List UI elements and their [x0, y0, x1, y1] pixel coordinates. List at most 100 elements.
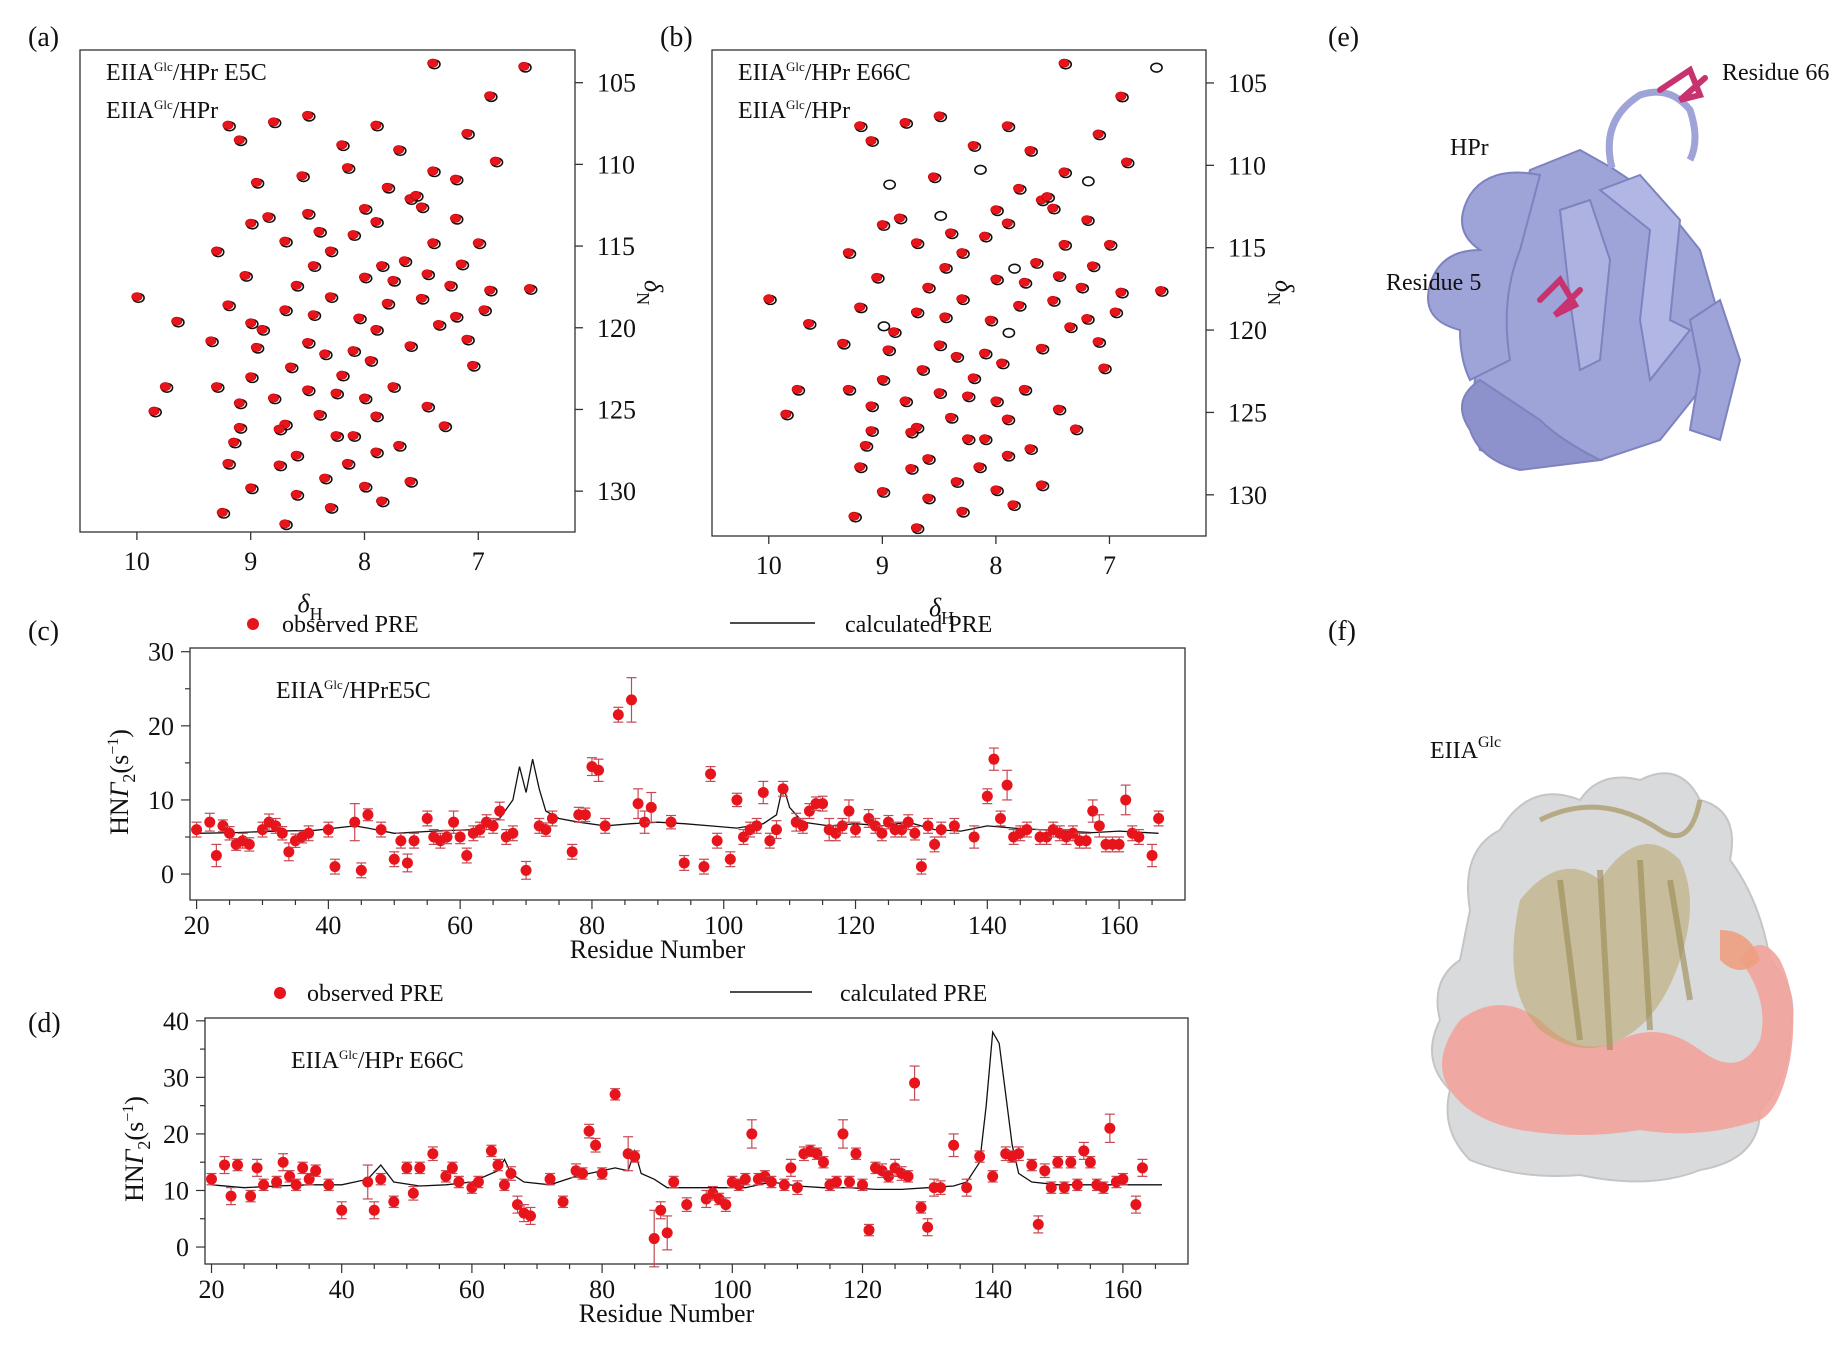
observed-pre-point — [310, 1165, 322, 1177]
peak-red — [967, 141, 979, 151]
peak-red — [222, 120, 234, 130]
peak-red — [1064, 322, 1076, 332]
observed-pre-point — [902, 816, 914, 828]
y-tick-label: 105 — [597, 69, 636, 98]
observed-pre-point — [1039, 1165, 1051, 1177]
peak-red — [347, 230, 359, 240]
peak-red — [404, 476, 416, 486]
observed-pre-point — [803, 805, 815, 817]
legend-base: EIIA — [738, 98, 787, 124]
peak-red — [148, 406, 160, 416]
peak-red — [1081, 314, 1093, 324]
observed-pre-point — [1087, 805, 1099, 817]
y-tick-label: 115 — [597, 232, 635, 261]
observed-pre-point — [270, 820, 282, 832]
observed-pre-point — [857, 1179, 869, 1191]
observed-pre-point — [770, 824, 782, 836]
observed-pre-point — [661, 1227, 673, 1239]
peak-red — [444, 280, 456, 290]
y-label-prefix: HN — [105, 797, 134, 835]
peak-red — [1013, 183, 1025, 193]
peak-red — [956, 506, 968, 516]
peak-red — [865, 401, 877, 411]
x-tick-label: 10 — [124, 547, 150, 576]
y-label-gamma: Γ — [120, 1148, 149, 1165]
y-axis-label-sub: N — [1264, 292, 1284, 305]
calculated-pre-line — [211, 1029, 1162, 1191]
peak-red — [854, 462, 866, 472]
peak-red — [1058, 58, 1070, 68]
peak-red — [302, 385, 314, 395]
peak-red — [990, 274, 1002, 284]
peak-red — [1109, 307, 1121, 317]
peak-red — [381, 182, 393, 192]
peak-red — [438, 421, 450, 431]
peak-red — [393, 440, 405, 450]
plot-annotation: EIIAGlc/HPrE5C — [276, 677, 431, 704]
peak-red — [944, 228, 956, 238]
observed-pre-point — [232, 1159, 244, 1171]
peak-red — [245, 318, 257, 328]
y-tick-label: 130 — [597, 477, 636, 506]
observed-pre-point — [902, 1170, 914, 1182]
observed-pre-point — [883, 1170, 895, 1182]
peak-red — [1115, 91, 1127, 101]
peak-red — [330, 431, 342, 441]
observed-pre-point — [520, 864, 532, 876]
peak-red — [330, 388, 342, 398]
peak-red — [205, 336, 217, 346]
observed-pre-point — [251, 1162, 263, 1174]
peak-red — [239, 270, 251, 280]
y-tick-label: 30 — [163, 1063, 189, 1092]
observed-pre-point — [243, 838, 255, 850]
annotation-base: EIIA — [276, 678, 325, 704]
observed-pre-point — [639, 816, 651, 828]
x-tick-label: 140 — [968, 911, 1007, 940]
observed-pre-point — [1104, 1122, 1116, 1134]
observed-pre-point — [720, 1199, 732, 1211]
observed-pre-point — [283, 846, 295, 858]
eiia-label-sup: Glc — [1478, 734, 1501, 751]
peak-red — [865, 426, 877, 436]
y-axis-label-main: δ — [1270, 280, 1299, 293]
annotation-base: EIIA — [291, 1048, 340, 1074]
peak-red — [222, 458, 234, 468]
y-axis-label: δN — [633, 280, 668, 305]
peak-red — [939, 262, 951, 272]
observed-pre-point — [757, 787, 769, 799]
observed-pre-point — [612, 709, 624, 721]
peak-red — [979, 231, 991, 241]
peak-red — [387, 275, 399, 285]
peak-red — [1035, 480, 1047, 490]
peak-red — [290, 450, 302, 460]
peak-red — [387, 382, 399, 392]
x-axis-label-main: δ — [929, 593, 942, 622]
peak-red — [518, 61, 530, 71]
peak-red — [421, 401, 433, 411]
y-tick-label: 120 — [597, 314, 636, 343]
eiia-label-base: EIIA — [1430, 738, 1479, 764]
pre-plot-c: 20 40 60 80 100 120 140 160 0 10 20 30 Residue Numbe… — [105, 612, 1186, 964]
observed-pre-point — [817, 798, 829, 810]
observed-pre-point — [830, 827, 842, 839]
peak-red — [905, 427, 917, 437]
observed-pre-point — [401, 1162, 413, 1174]
observed-pre-point — [678, 857, 690, 869]
peak-red — [233, 398, 245, 408]
peak-red — [1001, 121, 1013, 131]
y-tick-label: 125 — [597, 395, 636, 424]
observed-pre-point — [492, 1159, 504, 1171]
x-tick-label: 120 — [843, 1275, 882, 1304]
peak-red — [1052, 404, 1064, 414]
observed-pre-point — [461, 850, 473, 862]
observed-pre-point — [724, 853, 736, 865]
y-label-close: ) — [105, 729, 134, 738]
peak-red — [427, 238, 439, 248]
x-tick-label: 60 — [459, 1275, 485, 1304]
peak-red — [1052, 271, 1064, 281]
peak-red — [273, 424, 285, 434]
hpr-structure-illustration: HPr Residue 5 Residue 66 — [1386, 60, 1829, 472]
observed-pre-point — [843, 805, 855, 817]
peak-red — [933, 388, 945, 398]
y-axis-label-main: δ — [639, 280, 668, 293]
